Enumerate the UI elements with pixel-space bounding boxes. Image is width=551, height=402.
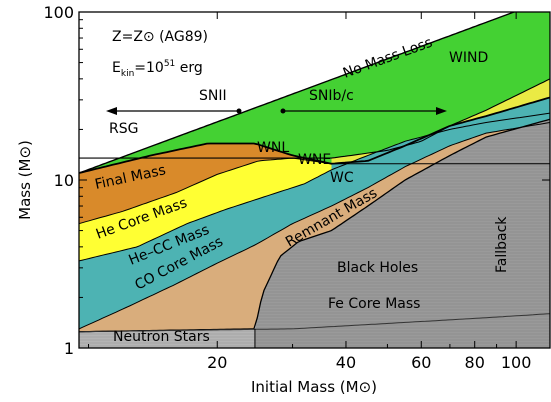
energy-label: Ekin=1051 erg (112, 59, 203, 79)
axis-ticks: 20 40 60 80 100 1 10 100 (43, 3, 550, 372)
he-core-region (79, 158, 332, 261)
y-tick-label: 100 (43, 3, 74, 22)
co-core-line (79, 122, 550, 330)
x-tick-label: 100 (501, 353, 532, 372)
x-tick-label: 40 (336, 353, 356, 372)
final-mass-region (79, 143, 332, 224)
fe-core-mass-label: Fe Core Mass (328, 296, 420, 312)
wnl-label: WNL (257, 140, 289, 156)
snibc-arrow (280, 107, 447, 115)
black-holes-label: Black Holes (337, 260, 418, 276)
energy-unit: erg (175, 60, 202, 76)
wne-label: WNE (298, 152, 331, 168)
y-axis-label: Mass (M⊙) (16, 140, 34, 220)
remnant-hatch (79, 119, 550, 348)
energy-rest: =10 (134, 60, 164, 76)
snii-arrow (106, 107, 242, 115)
fallback-label: Fallback (494, 216, 510, 273)
wnl-upper-line (79, 78, 550, 159)
he-core-line (79, 157, 550, 225)
fe-core-line (79, 313, 550, 333)
energy-sub: kin (121, 69, 134, 79)
co-core-region (79, 119, 550, 332)
wind-label: WIND (449, 50, 488, 66)
x-axis-label: Initial Mass (M⊙) (251, 378, 377, 396)
x-tick-label: 60 (411, 353, 431, 372)
neutron-stars-label: Neutron Stars (113, 329, 210, 345)
he-cc-line (79, 112, 550, 262)
final-mass-line (79, 96, 550, 174)
snii-label: SNII (199, 88, 227, 104)
metallicity-label: Z=Z⊙ (AG89) (112, 29, 208, 45)
chart-lines (79, 12, 550, 348)
y-tick-label: 10 (54, 171, 74, 190)
no-mass-loss-line (79, 12, 517, 174)
y-tick-label: 1 (64, 339, 74, 358)
snibc-label: SNIb/c (309, 88, 354, 104)
x-tick-label: 20 (207, 353, 227, 372)
x-tick-label: 80 (465, 353, 485, 372)
energy-e: E (112, 60, 121, 76)
energy-sup: 51 (164, 59, 175, 69)
wc-label: WC (330, 170, 354, 186)
rsg-label: RSG (109, 121, 138, 137)
